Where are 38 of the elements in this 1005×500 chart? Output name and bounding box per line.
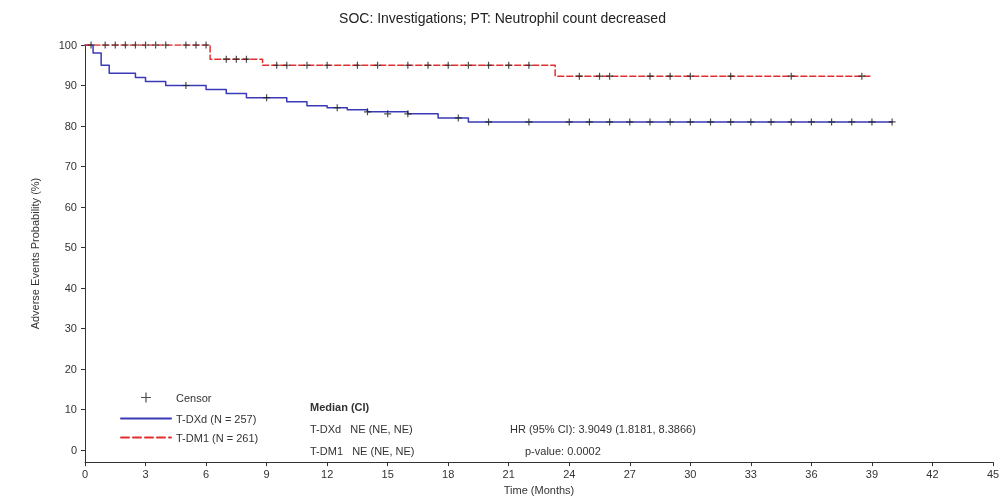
x-tick-label: 15 bbox=[381, 467, 394, 480]
y-tick-label: 20 bbox=[64, 362, 77, 375]
y-tick-label: 40 bbox=[64, 281, 77, 294]
y-tick-label: 80 bbox=[64, 119, 77, 132]
annotation: T-DM1 NE (NE, NE) bbox=[310, 444, 415, 457]
y-tick-label: 60 bbox=[64, 200, 77, 213]
y-tick-label: 10 bbox=[64, 403, 77, 416]
x-axis-title: Time (Months) bbox=[503, 483, 575, 496]
legend-label: T-DM1 (N = 261) bbox=[176, 431, 259, 444]
legend-label: T-DXd (N = 257) bbox=[176, 412, 257, 425]
y-tick-label: 0 bbox=[70, 443, 77, 456]
y-tick-label: 90 bbox=[64, 79, 77, 92]
x-tick-label: 21 bbox=[502, 467, 515, 480]
x-tick-label: 30 bbox=[684, 467, 697, 480]
annotation: p-value: 0.0002 bbox=[525, 444, 601, 457]
y-tick-label: 50 bbox=[64, 241, 77, 254]
x-tick-label: 33 bbox=[744, 467, 757, 480]
y-tick-label: 100 bbox=[58, 39, 77, 51]
x-tick-label: 36 bbox=[805, 467, 818, 480]
y-tick-label: 70 bbox=[64, 160, 77, 173]
x-tick-label: 0 bbox=[81, 467, 89, 480]
x-tick-label: 3 bbox=[142, 467, 149, 480]
x-tick-label: 18 bbox=[442, 467, 455, 480]
x-tick-label: 42 bbox=[926, 467, 939, 480]
x-tick-label: 24 bbox=[563, 467, 576, 480]
chart-title: SOC: Investigations; PT: Neutrophil count decreased bbox=[339, 10, 666, 26]
x-tick-label: 45 bbox=[986, 467, 1000, 480]
x-tick-label: 39 bbox=[865, 467, 879, 480]
annotation: Median (CI) bbox=[310, 400, 370, 413]
y-axis-title: Adverse Events Probability (%) bbox=[28, 177, 41, 330]
annotation: T-DXd NE (NE, NE) bbox=[310, 422, 413, 435]
x-tick-label: 9 bbox=[263, 467, 270, 480]
x-tick-label: 12 bbox=[321, 467, 334, 480]
y-tick-label: 30 bbox=[64, 322, 77, 335]
x-tick-label: 6 bbox=[203, 467, 210, 480]
legend-label: Censor bbox=[176, 391, 212, 404]
x-tick-label: 27 bbox=[623, 467, 636, 480]
annotation: HR (95% CI): 3.9049 (1.8181, 8.3866) bbox=[510, 422, 696, 435]
